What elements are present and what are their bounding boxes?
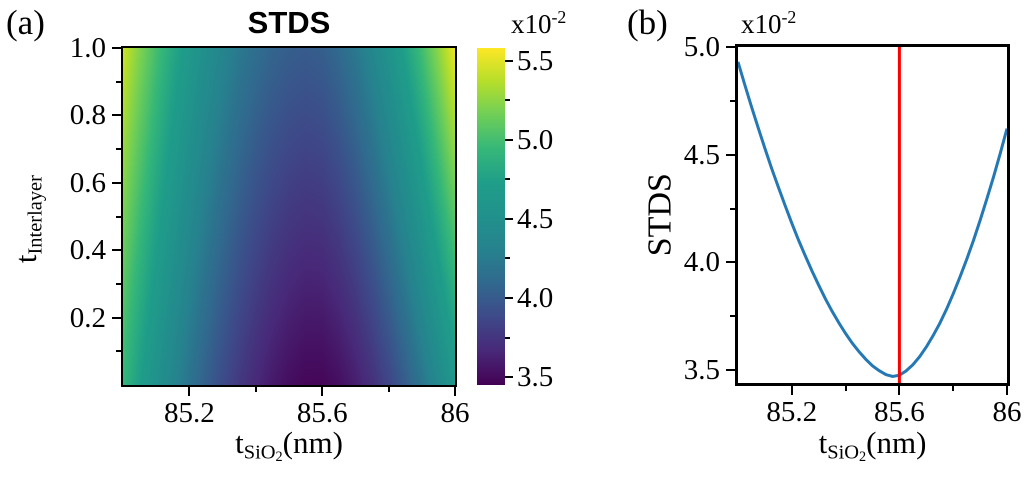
scale-b-base: x10	[741, 8, 782, 39]
x-axis-label-a: tSiO2(nm)	[123, 425, 455, 466]
y-tick-mark	[730, 99, 735, 102]
y-axis-label-a: tInterlayer	[8, 49, 47, 389]
x-tick-mark	[454, 387, 456, 396]
x-tick-label: 85.2	[766, 396, 818, 428]
x-tick-mark	[188, 387, 191, 396]
line-plot-svg	[738, 47, 1007, 383]
x-tick-label: 85.6	[874, 396, 925, 428]
y-tick-label: 0.6	[69, 166, 106, 199]
stds-curve	[738, 61, 1007, 379]
x-tick-label: 86	[992, 396, 1022, 428]
colorbar-tick-label: 5.0	[517, 123, 554, 156]
y-tick-label: 3.5	[683, 354, 720, 387]
x-tick-mark	[898, 386, 901, 395]
x-axis-label-b: tSiO2(nm)	[738, 425, 1007, 466]
colorbar-tick-label: 4.0	[517, 281, 554, 314]
y-tick-label: 4.0	[683, 246, 720, 279]
xlabel-b-subsub: 2	[859, 448, 867, 465]
chart-title-a: STDS	[247, 5, 331, 40]
y-tick-mark	[116, 282, 121, 285]
colorbar-tick-mark	[505, 138, 513, 141]
x-tick-mark	[321, 387, 324, 396]
x-tick-mark	[790, 386, 793, 395]
y-tick-mark	[116, 80, 121, 83]
y-tick-mark	[116, 350, 121, 353]
x-tick-mark	[1006, 386, 1008, 395]
colorbar-scale-exp: -2	[551, 7, 567, 27]
y-tick-label: 0.2	[69, 301, 106, 334]
x-tick-label: 86	[440, 397, 470, 429]
y-axis-label-b: STDS	[641, 173, 679, 257]
scale-b-exp: -2	[781, 7, 797, 27]
scale-label-b: x10-2	[741, 7, 797, 39]
y-tick-label: 0.8	[69, 99, 106, 132]
x-tick-mark	[387, 387, 390, 392]
x-tick-label: 85.2	[164, 397, 215, 429]
colorbar-tick-mark	[505, 99, 510, 102]
y-tick-mark	[116, 148, 121, 151]
x-tick-mark	[844, 386, 847, 391]
colorbar-scale-label: x10-2	[511, 7, 567, 39]
x-tick-mark	[254, 387, 257, 392]
x-tick-mark	[952, 386, 955, 391]
y-tick-mark	[112, 316, 121, 319]
colorbar-tick-mark	[505, 59, 513, 62]
y-tick-label: 0.4	[69, 234, 106, 267]
xlabel-b-base: t	[818, 425, 828, 460]
colorbar-tick-mark	[505, 217, 513, 220]
colorbar-tick-mark	[505, 336, 510, 339]
y-tick-mark	[112, 114, 121, 117]
xlabel-b-suffix: (nm)	[866, 425, 927, 460]
y-tick-label: 4.5	[683, 138, 720, 171]
y-tick-mark	[112, 249, 121, 252]
colorbar-tick-label: 3.5	[517, 361, 554, 394]
colorbar-tick-label: 4.5	[517, 202, 554, 235]
y-tick-label: 1.0	[69, 32, 106, 64]
x-tick-label: 85.6	[296, 397, 348, 429]
y-tick-mark	[726, 46, 735, 48]
colorbar-tick-mark	[505, 178, 510, 181]
y-tick-mark	[730, 207, 735, 210]
colorbar-tick-mark	[505, 257, 510, 260]
xlabel-a-subsub: 2	[275, 448, 283, 465]
y-tick-label: 5.0	[683, 31, 720, 63]
xlabel-a-base: t	[235, 425, 244, 460]
colorbar-tick-mark	[505, 296, 513, 299]
y-tick-mark	[726, 153, 735, 156]
heatmap-canvas	[123, 48, 455, 385]
colorbar-tick-label: 5.5	[517, 44, 554, 77]
xlabel-b-sub: SiO	[827, 441, 860, 464]
colorbar-tick-mark	[505, 376, 513, 379]
y-tick-mark	[726, 369, 735, 372]
y-tick-mark	[112, 181, 121, 184]
y-tick-mark	[730, 315, 735, 318]
colorbar-gradient	[477, 48, 505, 385]
xlabel-a-suffix: (nm)	[282, 425, 343, 460]
panel-b-label: (b)	[627, 3, 668, 42]
panel-a-label: (a)	[6, 3, 45, 42]
y-tick-mark	[112, 47, 121, 49]
xlabel-a-sub: SiO	[243, 441, 276, 464]
y-tick-mark	[726, 261, 735, 264]
colorbar-scale-base: x10	[511, 8, 552, 39]
y-tick-mark	[116, 215, 121, 218]
